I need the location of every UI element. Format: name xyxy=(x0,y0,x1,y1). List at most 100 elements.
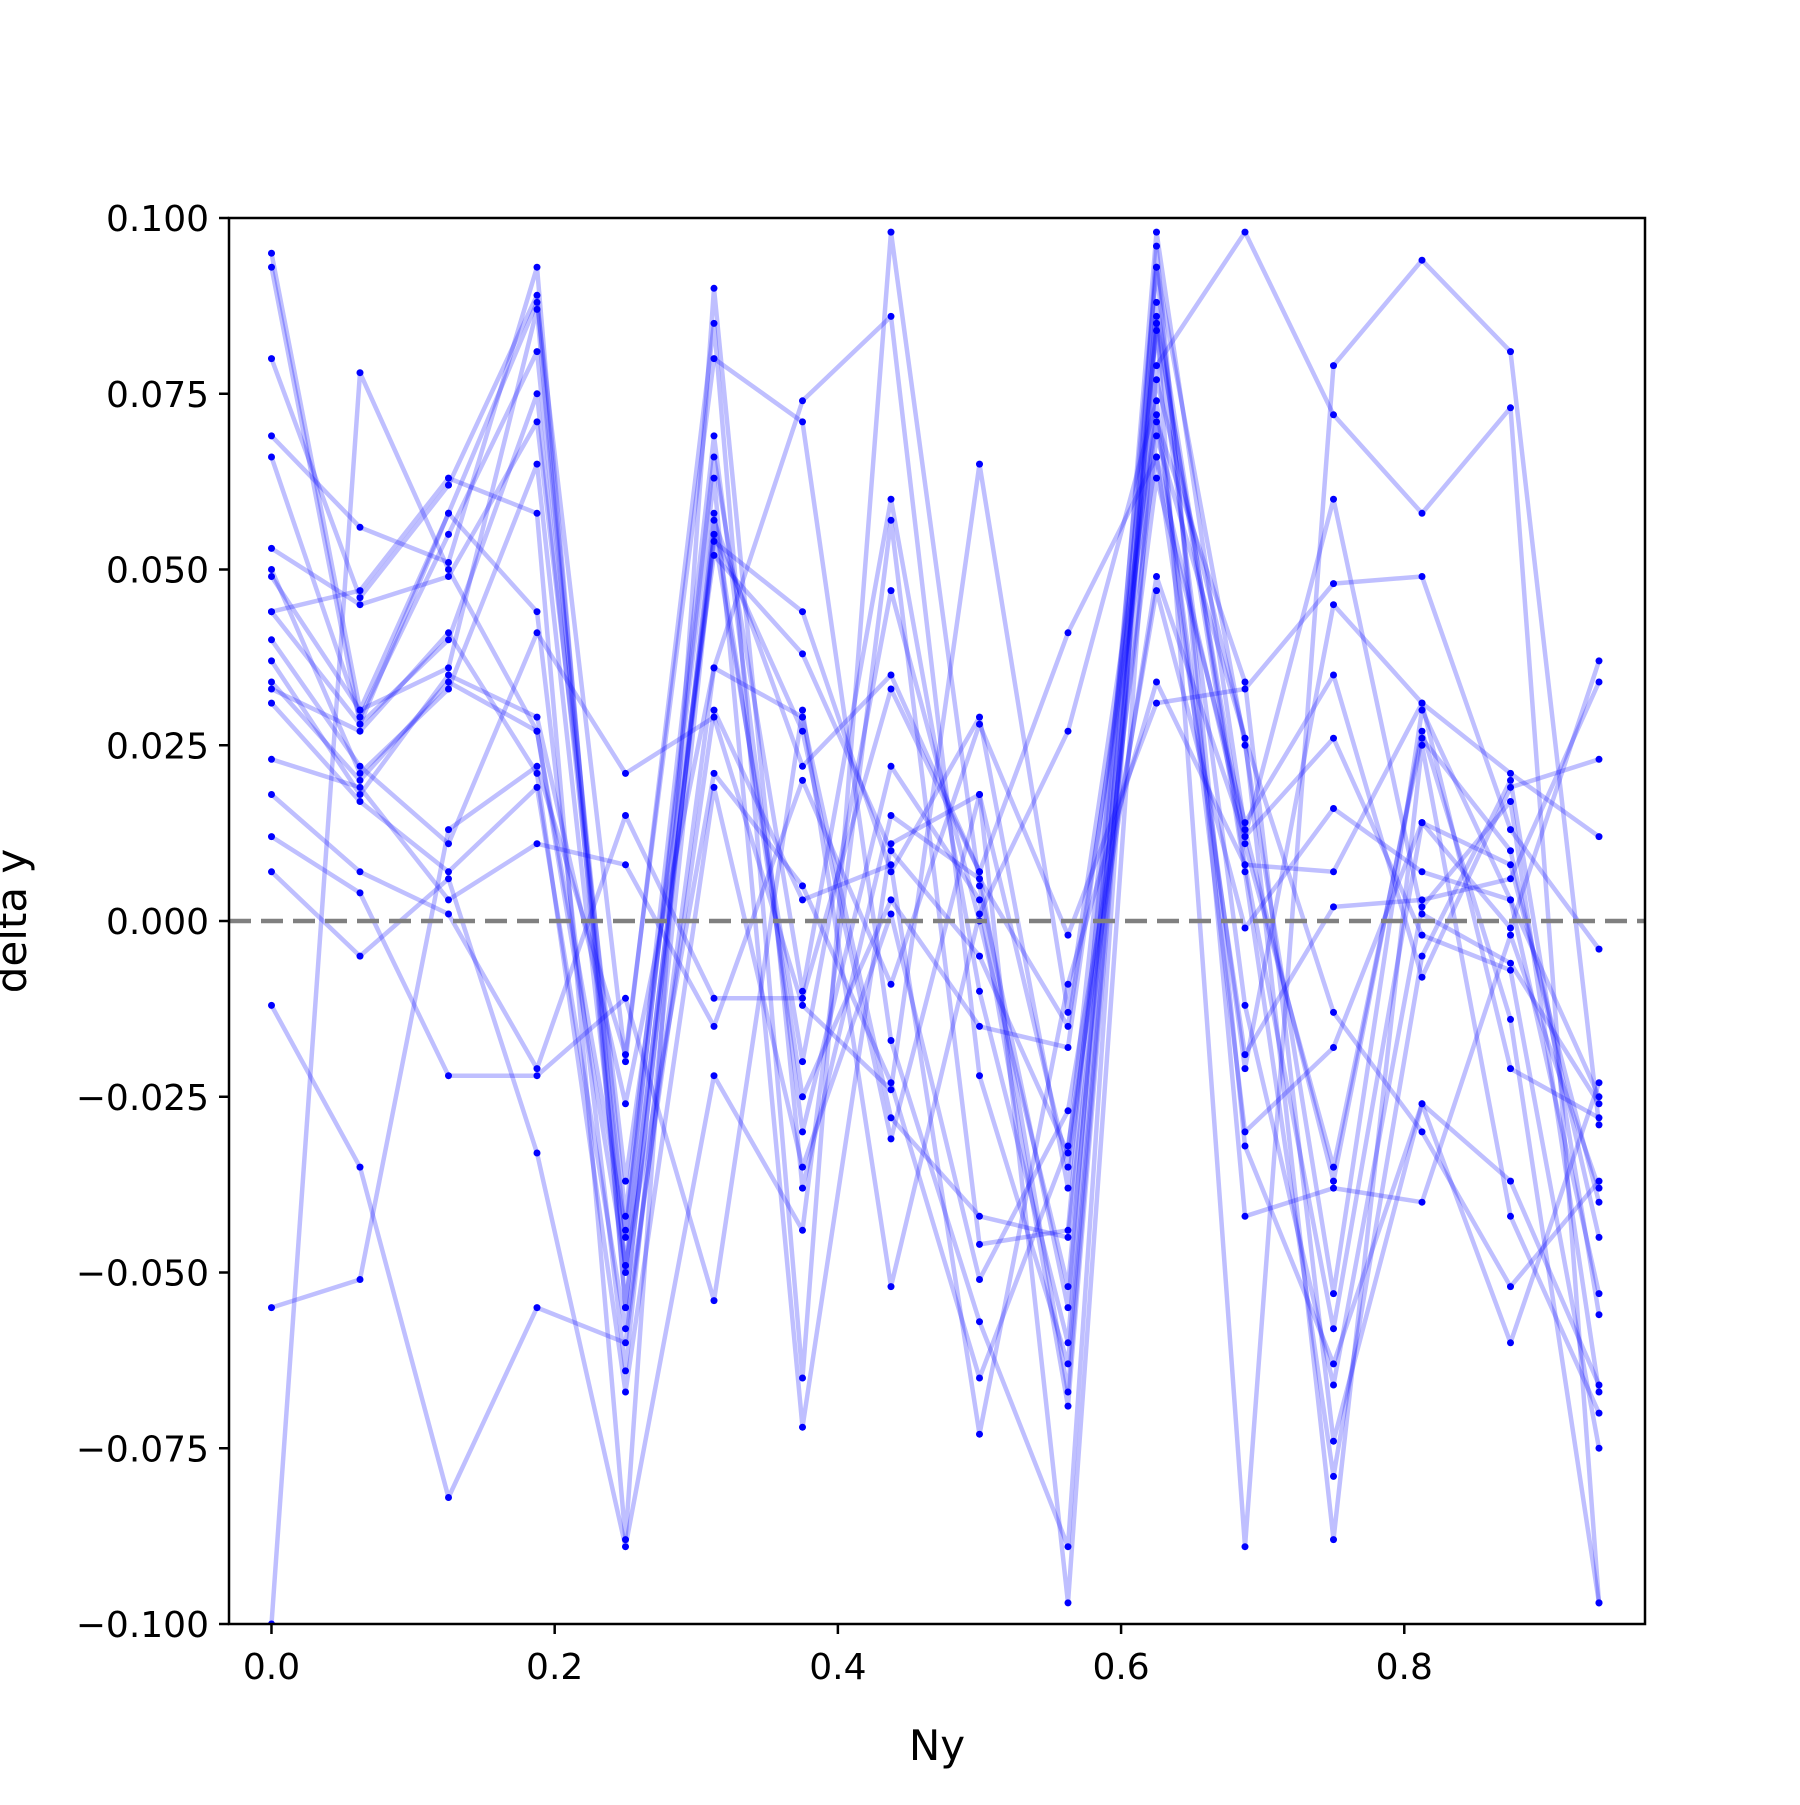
data-point xyxy=(622,1269,629,1276)
data-point xyxy=(1595,1599,1603,1607)
series-line xyxy=(270,454,1602,1071)
data-point xyxy=(356,727,364,735)
series-line xyxy=(270,328,1602,1393)
data-point xyxy=(1507,966,1514,974)
series-line xyxy=(269,257,1602,1549)
series-line xyxy=(269,679,1601,1437)
data-point xyxy=(1507,348,1514,356)
data-point xyxy=(1595,1409,1603,1417)
data-point xyxy=(1330,1381,1337,1389)
data-point xyxy=(1153,432,1160,440)
data-point xyxy=(445,910,452,918)
data-point xyxy=(445,481,452,489)
data-point xyxy=(445,826,452,834)
data-point xyxy=(1153,228,1160,236)
data-point xyxy=(1330,1177,1337,1185)
data-point xyxy=(976,1072,983,1080)
data-point xyxy=(1241,1142,1249,1150)
data-point xyxy=(533,762,541,770)
data-point xyxy=(887,762,895,770)
data-point xyxy=(1330,495,1337,503)
data-point xyxy=(1330,1184,1337,1192)
data-point xyxy=(533,509,541,517)
data-point xyxy=(1241,1065,1249,1073)
data-point xyxy=(1595,1114,1603,1122)
data-point xyxy=(1418,973,1426,981)
data-point xyxy=(1241,840,1249,848)
data-point xyxy=(533,1072,541,1080)
data-point xyxy=(1064,1283,1072,1291)
series-line xyxy=(269,433,1601,1289)
series-18 xyxy=(268,397,1603,1305)
data-point xyxy=(1153,587,1160,595)
data-point xyxy=(1330,1360,1337,1368)
data-point xyxy=(1418,1198,1426,1206)
data-point xyxy=(710,783,718,791)
data-point xyxy=(799,762,806,770)
data-point xyxy=(622,1177,629,1185)
data-point xyxy=(976,791,983,798)
data-point xyxy=(887,868,895,876)
data-point xyxy=(1330,1472,1337,1480)
data-point xyxy=(533,713,541,721)
series-19 xyxy=(268,263,1603,1551)
data-point xyxy=(1153,319,1160,327)
data-point xyxy=(976,1212,983,1220)
data-point xyxy=(445,629,452,637)
data-point xyxy=(710,319,718,327)
data-point xyxy=(1153,411,1160,419)
series-line xyxy=(269,377,1602,1542)
data-point xyxy=(976,1318,983,1326)
data-point xyxy=(533,418,541,426)
data-point xyxy=(1595,1198,1603,1206)
data-point xyxy=(445,474,452,482)
series-line xyxy=(269,475,1600,1374)
data-point xyxy=(533,1304,541,1312)
data-point xyxy=(268,791,275,798)
series-line xyxy=(270,574,1601,1029)
data-point xyxy=(976,720,983,728)
data-point xyxy=(976,1240,983,1248)
data-point xyxy=(622,1339,629,1347)
data-point xyxy=(1595,1388,1603,1396)
x-axis: 0.0 0.2 0.4 0.6 0.8 xyxy=(243,1624,1433,1688)
data-point xyxy=(356,868,364,876)
data-point xyxy=(1418,734,1426,742)
data-point xyxy=(268,432,275,440)
series-line xyxy=(269,412,1601,1120)
data-point xyxy=(710,1072,718,1080)
data-point xyxy=(1064,1543,1072,1551)
data-point xyxy=(356,523,364,531)
x-tick-label: 0.8 xyxy=(1376,1647,1433,1688)
data-point xyxy=(622,769,629,777)
data-point xyxy=(1507,769,1514,777)
data-point xyxy=(445,559,452,566)
data-point xyxy=(1330,903,1337,911)
y-axis-label: delta y xyxy=(0,849,36,994)
data-point xyxy=(1418,573,1426,580)
data-point xyxy=(1595,1233,1603,1241)
data-point xyxy=(1595,1184,1603,1192)
data-point xyxy=(356,713,364,721)
data-point xyxy=(799,1093,806,1101)
data-point xyxy=(1595,657,1603,665)
data-point xyxy=(1153,699,1160,707)
data-point xyxy=(622,1100,629,1108)
data-point xyxy=(1507,798,1514,805)
data-point xyxy=(1064,1599,1072,1607)
data-point xyxy=(1241,1212,1249,1220)
data-point xyxy=(356,783,364,791)
data-point xyxy=(1418,931,1426,939)
data-point xyxy=(710,994,718,1002)
data-point xyxy=(1153,312,1160,320)
data-point xyxy=(710,706,718,714)
data-point xyxy=(799,1423,806,1431)
x-axis-label: Ny xyxy=(909,1721,965,1770)
data-point xyxy=(710,530,718,538)
data-point xyxy=(799,994,806,1002)
data-point xyxy=(622,1304,629,1312)
data-point xyxy=(1153,418,1160,426)
data-point xyxy=(268,678,275,686)
data-point xyxy=(1507,776,1514,784)
